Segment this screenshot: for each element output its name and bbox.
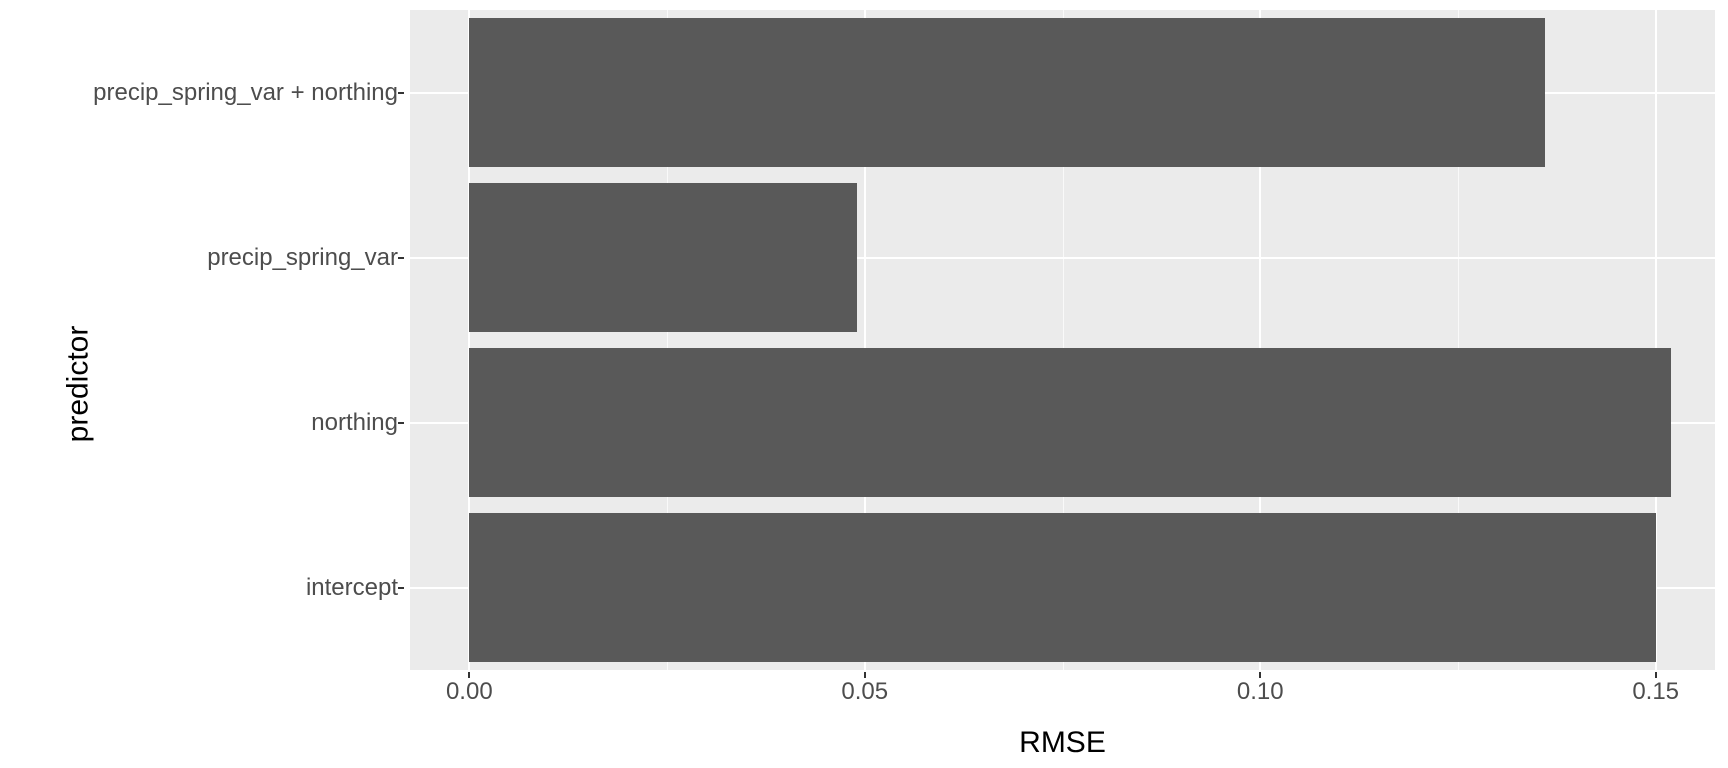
y-tick-label: northing	[311, 409, 398, 437]
y-tick-mark	[398, 422, 404, 424]
y-tick-container: precip_spring_var + northing precip_sprin…	[0, 10, 398, 670]
x-axis-title: RMSE	[1019, 726, 1106, 760]
x-tick-label: 0.00	[446, 678, 493, 706]
y-tick-mark	[398, 257, 404, 259]
x-tick-mark	[1259, 672, 1261, 678]
x-tick-mark	[864, 672, 866, 678]
x-tick-label: 0.10	[1237, 678, 1284, 706]
bar	[469, 348, 1671, 497]
x-tick-label: 0.15	[1632, 678, 1679, 706]
y-tick-label: intercept	[306, 574, 398, 602]
x-tick-label: 0.05	[841, 678, 888, 706]
x-tick-mark	[1655, 672, 1657, 678]
y-tick-mark	[398, 587, 404, 589]
bar	[469, 18, 1545, 167]
y-tick-label: precip_spring_var + northing	[93, 79, 398, 107]
bar	[469, 513, 1655, 662]
y-tick-mark	[398, 92, 404, 94]
plot-panel	[410, 10, 1715, 670]
y-tick-label: precip_spring_var	[207, 244, 398, 272]
rmse-bar-chart: predictor RMSE precip_spring_var + north…	[0, 0, 1728, 768]
x-tick-container: 0.00 0.05 0.10 0.15	[410, 678, 1715, 728]
bar	[469, 183, 857, 332]
x-tick-mark	[468, 672, 470, 678]
